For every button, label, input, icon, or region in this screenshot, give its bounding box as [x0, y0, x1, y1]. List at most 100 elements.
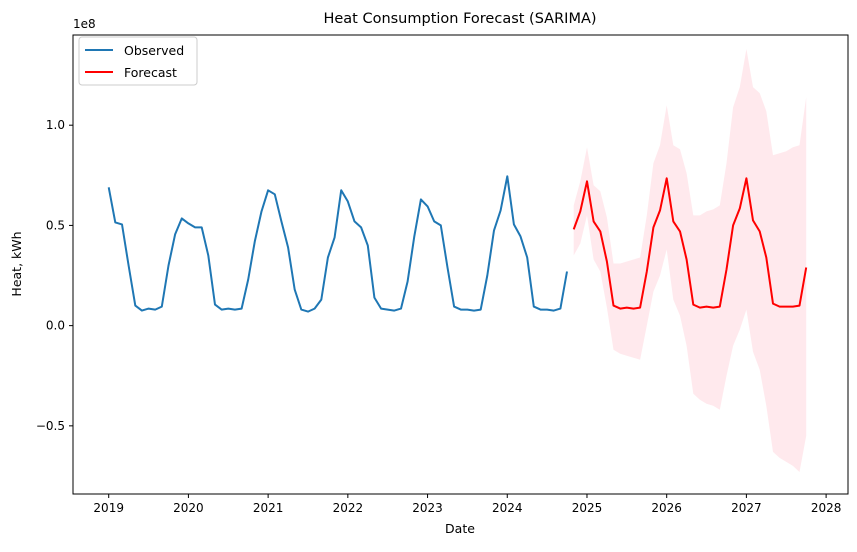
data-point-observed	[201, 226, 203, 228]
data-point-forecast	[586, 180, 588, 182]
data-point-observed	[513, 223, 515, 225]
chart-title: Heat Consumption Forecast (SARIMA)	[323, 11, 596, 27]
data-point-observed	[460, 309, 462, 311]
data-point-forecast	[679, 230, 681, 232]
y-tick-label: 1.0	[46, 118, 65, 132]
data-point-observed	[433, 220, 435, 222]
data-point-observed	[360, 226, 362, 228]
data-point-observed	[380, 308, 382, 310]
data-point-forecast	[652, 226, 654, 228]
x-tick-label: 2027	[731, 501, 762, 515]
data-point-observed	[174, 233, 176, 235]
series-line-layer	[107, 175, 808, 313]
y-axis-ticks: −0.5 0.0 0.5 1.0	[36, 118, 73, 433]
data-point-observed	[241, 308, 243, 310]
data-point-observed	[540, 309, 542, 311]
data-point-forecast	[792, 306, 794, 308]
data-point-forecast	[726, 269, 728, 271]
data-point-forecast	[752, 219, 754, 221]
data-point-observed	[407, 281, 409, 283]
x-tick-label: 2028	[811, 501, 842, 515]
series-line-forecast	[572, 177, 808, 310]
x-axis-ticks: 2019 2020 2021 2022 2023 2024 2025 2026 2027 2028	[93, 494, 841, 515]
y-tick-label: −0.5	[36, 419, 65, 433]
data-point-observed	[473, 310, 475, 312]
data-point-forecast	[692, 304, 694, 306]
x-tick-label: 2022	[333, 501, 364, 515]
data-point-forecast	[606, 261, 608, 263]
data-point-forecast	[639, 307, 641, 309]
data-point-observed	[520, 235, 522, 237]
data-point-observed	[141, 310, 143, 312]
data-point-observed	[267, 189, 269, 191]
data-point-observed	[393, 310, 395, 312]
x-tick-label: 2023	[412, 501, 443, 515]
data-point-observed	[546, 309, 548, 311]
data-point-observed	[566, 271, 568, 273]
data-point-forecast	[579, 210, 581, 212]
data-point-forecast	[672, 220, 674, 222]
data-point-forecast	[619, 308, 621, 310]
data-point-observed	[247, 279, 249, 281]
data-point-observed	[194, 226, 196, 228]
data-point-observed	[227, 308, 229, 310]
data-point-forecast	[799, 305, 801, 307]
data-point-observed	[387, 309, 389, 311]
data-point-forecast	[686, 259, 688, 261]
x-tick-label: 2021	[253, 501, 284, 515]
y-scale-offset-label: 1e8	[73, 17, 96, 31]
data-point-observed	[506, 175, 508, 177]
data-point-observed	[493, 229, 495, 231]
data-point-observed	[533, 306, 535, 308]
x-axis-label: Date	[445, 521, 475, 536]
x-tick-label: 2025	[572, 501, 603, 515]
data-point-forecast	[626, 307, 628, 309]
data-point-observed	[128, 265, 130, 267]
data-point-observed	[154, 309, 156, 311]
data-point-forecast	[633, 308, 635, 310]
data-point-forecast	[666, 177, 668, 179]
data-point-observed	[413, 235, 415, 237]
data-point-observed	[553, 310, 555, 312]
x-tick-label: 2024	[492, 501, 523, 515]
data-point-observed	[207, 255, 209, 257]
data-point-forecast	[593, 220, 595, 222]
data-point-observed	[114, 221, 116, 223]
data-point-observed	[287, 247, 289, 249]
data-point-forecast	[805, 267, 807, 269]
data-point-observed	[234, 309, 236, 311]
data-point-observed	[354, 220, 356, 222]
data-point-observed	[427, 205, 429, 207]
forecast-confidence-band	[573, 49, 807, 472]
data-point-forecast	[573, 228, 575, 230]
data-point-observed	[187, 222, 189, 224]
data-point-observed	[168, 265, 170, 267]
data-point-observed	[334, 236, 336, 238]
legend: Observed Forecast	[78, 36, 198, 86]
data-point-observed	[559, 308, 561, 310]
data-point-observed	[500, 209, 502, 211]
data-point-forecast	[779, 306, 781, 308]
data-point-observed	[420, 198, 422, 200]
data-point-observed	[453, 306, 455, 308]
data-point-observed	[148, 308, 150, 310]
data-point-observed	[526, 257, 528, 259]
data-point-forecast	[599, 230, 601, 232]
data-point-forecast	[785, 306, 787, 308]
data-point-forecast	[712, 307, 714, 309]
axes-frame	[72, 34, 849, 495]
data-point-observed	[466, 309, 468, 311]
y-tick-label: 0.0	[46, 319, 65, 333]
data-point-forecast	[745, 177, 747, 179]
data-point-forecast	[759, 230, 761, 232]
data-point-forecast	[646, 271, 648, 273]
data-point-observed	[121, 223, 123, 225]
data-point-observed	[347, 200, 349, 202]
data-point-observed	[181, 217, 183, 219]
data-point-observed	[367, 245, 369, 247]
data-point-observed	[108, 186, 110, 188]
data-point-observed	[214, 304, 216, 306]
